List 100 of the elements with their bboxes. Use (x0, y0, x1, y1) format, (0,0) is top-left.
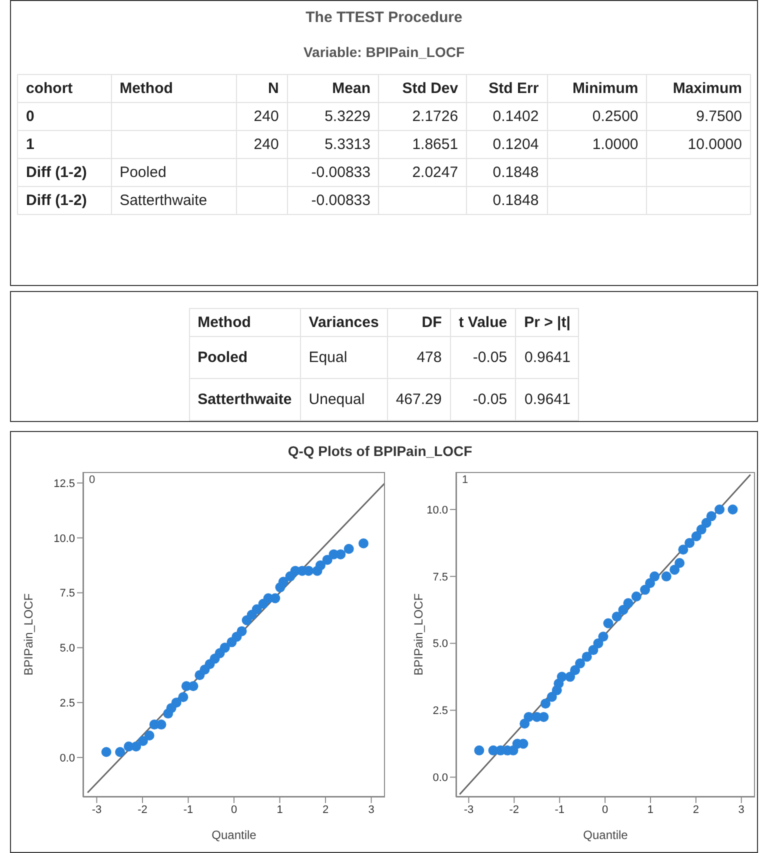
text: 240 (254, 108, 279, 125)
x-tick-label: 3 (738, 804, 744, 816)
point (603, 618, 614, 628)
y-tick-label: 7.5 (60, 588, 75, 600)
point (645, 578, 656, 588)
y-tick-label: 0.0 (60, 752, 75, 764)
text: 0.1204 (492, 136, 539, 153)
category-label: Method (189, 308, 300, 336)
text: 0 (26, 108, 34, 125)
x-tick-label: -2 (138, 804, 148, 816)
text: 240 (254, 136, 279, 153)
annotation: 1 (462, 474, 468, 486)
point (593, 638, 604, 648)
text: 0.2500 (592, 108, 638, 125)
point (650, 571, 660, 582)
point (661, 571, 672, 582)
text: 0.9641 (524, 391, 570, 408)
point (678, 544, 688, 555)
y-tick-label: 5.0 (432, 638, 448, 650)
point (696, 524, 706, 535)
y-axis-title: BPIPain_LOCF (21, 593, 36, 676)
y-tick-label: 2.5 (60, 697, 75, 710)
text: Diff (1-2) (26, 192, 87, 209)
x-tick-label: 1 (276, 804, 283, 816)
y-tick-label: 10.0 (426, 504, 448, 516)
point (336, 549, 346, 560)
point (278, 576, 288, 587)
x-tick-label: 0 (602, 804, 608, 816)
category-label: Mean (287, 74, 379, 102)
y-tick-label: 7.5 (432, 571, 448, 584)
point (156, 720, 166, 730)
text: 2.1726 (412, 108, 458, 125)
x-tick-label: 3 (368, 804, 374, 816)
text: Pooled (198, 349, 248, 366)
point (171, 698, 182, 708)
point (144, 730, 154, 741)
point (670, 564, 680, 575)
text: 0.1848 (492, 164, 539, 181)
point (582, 652, 592, 662)
point (565, 672, 576, 682)
text: Pooled (120, 164, 166, 181)
point (270, 593, 280, 604)
point (701, 518, 712, 528)
point (178, 692, 188, 702)
point (138, 736, 148, 746)
chart-title: Q-Q Plots of BPIPain_LOCF (286, 443, 474, 459)
point (691, 531, 702, 542)
x-tick-label: 2 (322, 804, 329, 816)
text: 5.3229 (324, 108, 370, 125)
x-tick-label: -3 (92, 804, 102, 816)
text: -0.00833 (311, 192, 370, 209)
point (131, 741, 142, 752)
point (631, 591, 642, 602)
text: 9.7500 (696, 108, 742, 125)
x-axis-title: Quantile (212, 828, 257, 842)
text: 1 (26, 136, 34, 153)
category-label: t Value (450, 308, 516, 336)
point (540, 698, 551, 709)
category-label: Variances (300, 308, 388, 336)
point (315, 560, 326, 570)
point (575, 658, 586, 668)
point (674, 558, 685, 568)
text: 0.1402 (492, 108, 539, 125)
category-label: DF (387, 308, 450, 336)
category-label: N (236, 74, 288, 102)
point (598, 632, 608, 642)
point (714, 504, 725, 514)
text: Diff (1-2) (26, 164, 87, 181)
x-tick-label: 2 (692, 804, 699, 816)
text: Equal (308, 349, 348, 366)
text: 5.3313 (324, 136, 370, 153)
point (546, 692, 557, 702)
y-tick-label: 0.0 (432, 772, 448, 784)
point (304, 566, 314, 576)
text: Satterthwaite (120, 192, 208, 209)
text: Variable: BPIPain_LOCF (302, 44, 466, 60)
point (728, 504, 738, 514)
text: The TTEST Procedure (304, 9, 464, 26)
y-tick-label: 2.5 (432, 705, 448, 718)
point (101, 746, 112, 757)
x-tick-label: -1 (554, 804, 564, 816)
point (640, 584, 650, 595)
text: 0.9641 (524, 349, 570, 366)
point (252, 604, 262, 614)
text: 2.0247 (412, 164, 458, 181)
category-label: Std Dev (378, 74, 467, 102)
x-tick-label: -1 (183, 804, 194, 816)
text: 0.1848 (492, 192, 539, 209)
y-tick-label: 5.0 (60, 642, 75, 655)
point (236, 626, 247, 636)
point (344, 544, 354, 554)
text: 1.8651 (412, 136, 458, 153)
category-label: cohort (18, 74, 112, 102)
category-label: Pr > |t| (516, 308, 579, 336)
text: -0.05 (472, 391, 508, 408)
annotation: 0 (89, 474, 96, 486)
point (115, 746, 126, 757)
x-tick-label: 0 (230, 804, 238, 816)
point (588, 645, 598, 656)
text: Unequal (308, 391, 365, 408)
